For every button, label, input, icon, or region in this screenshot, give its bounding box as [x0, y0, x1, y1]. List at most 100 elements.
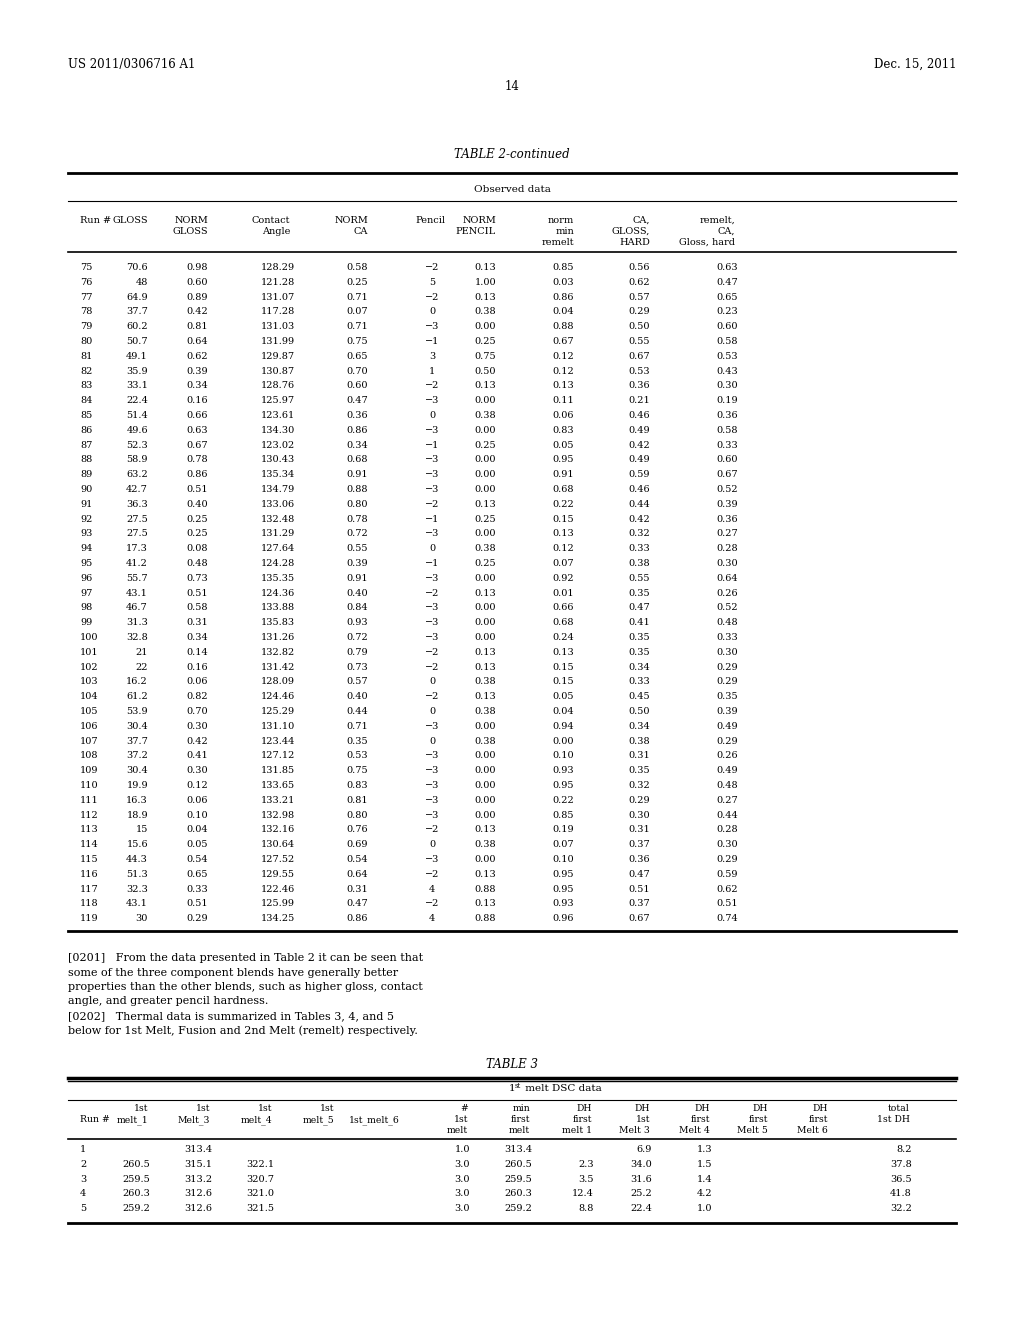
- Text: 0.51: 0.51: [186, 899, 208, 908]
- Text: 99: 99: [80, 618, 92, 627]
- Text: 0.38: 0.38: [629, 558, 650, 568]
- Text: 0.93: 0.93: [346, 618, 368, 627]
- Text: 0.00: 0.00: [474, 529, 496, 539]
- Text: 91: 91: [80, 500, 92, 508]
- Text: 41.2: 41.2: [126, 558, 148, 568]
- Text: 30.4: 30.4: [126, 722, 148, 731]
- Text: 0.62: 0.62: [717, 884, 738, 894]
- Text: 0.71: 0.71: [346, 722, 368, 731]
- Text: 22: 22: [135, 663, 148, 672]
- Text: 0.91: 0.91: [346, 470, 368, 479]
- Text: 1st: 1st: [319, 1104, 334, 1113]
- Text: 0.00: 0.00: [474, 618, 496, 627]
- Text: 0.11: 0.11: [552, 396, 574, 405]
- Text: 125.99: 125.99: [261, 899, 295, 908]
- Text: 125.29: 125.29: [261, 708, 295, 715]
- Text: 44.3: 44.3: [126, 855, 148, 865]
- Text: 0.13: 0.13: [552, 529, 574, 539]
- Text: −2: −2: [425, 589, 439, 598]
- Text: 0.68: 0.68: [553, 618, 574, 627]
- Text: 102: 102: [80, 663, 98, 672]
- Text: 0.72: 0.72: [346, 529, 368, 539]
- Text: 0: 0: [429, 708, 435, 715]
- Text: 0.00: 0.00: [474, 455, 496, 465]
- Text: 0.85: 0.85: [553, 263, 574, 272]
- Text: 0: 0: [429, 737, 435, 746]
- Text: 135.34: 135.34: [261, 470, 295, 479]
- Text: 15.6: 15.6: [126, 841, 148, 849]
- Text: 0.29: 0.29: [717, 855, 738, 865]
- Text: 122.46: 122.46: [261, 884, 295, 894]
- Text: 0.60: 0.60: [186, 277, 208, 286]
- Text: 0.31: 0.31: [629, 825, 650, 834]
- Text: 1: 1: [429, 367, 435, 376]
- Text: 0.58: 0.58: [717, 337, 738, 346]
- Text: 0.42: 0.42: [629, 515, 650, 524]
- Text: 0.00: 0.00: [474, 574, 496, 583]
- Text: 0.26: 0.26: [717, 589, 738, 598]
- Text: 33.1: 33.1: [126, 381, 148, 391]
- Text: 0.60: 0.60: [717, 322, 738, 331]
- Text: 0.59: 0.59: [717, 870, 738, 879]
- Text: 0.29: 0.29: [717, 677, 738, 686]
- Text: 0.00: 0.00: [474, 751, 496, 760]
- Text: −1: −1: [425, 441, 439, 450]
- Text: 0.78: 0.78: [346, 515, 368, 524]
- Text: 0.23: 0.23: [716, 308, 738, 317]
- Text: −2: −2: [425, 870, 439, 879]
- Text: 0.06: 0.06: [186, 677, 208, 686]
- Text: 1.4: 1.4: [696, 1175, 712, 1184]
- Text: −1: −1: [425, 558, 439, 568]
- Text: 133.06: 133.06: [261, 500, 295, 508]
- Text: 0.38: 0.38: [474, 308, 496, 317]
- Text: 0.34: 0.34: [346, 441, 368, 450]
- Text: 0.84: 0.84: [346, 603, 368, 612]
- Text: 1.0: 1.0: [455, 1144, 470, 1154]
- Text: 0.03: 0.03: [552, 277, 574, 286]
- Text: 0.13: 0.13: [474, 899, 496, 908]
- Text: 48: 48: [135, 277, 148, 286]
- Text: 0.48: 0.48: [186, 558, 208, 568]
- Text: 259.5: 259.5: [122, 1175, 150, 1184]
- Text: 101: 101: [80, 648, 98, 657]
- Text: 0.55: 0.55: [629, 337, 650, 346]
- Text: 321.5: 321.5: [246, 1204, 274, 1213]
- Text: 37.2: 37.2: [126, 751, 148, 760]
- Text: CA,: CA,: [633, 216, 650, 224]
- Text: Run #: Run #: [80, 216, 112, 224]
- Text: 0.38: 0.38: [474, 411, 496, 420]
- Text: 30: 30: [135, 915, 148, 923]
- Text: 0.30: 0.30: [629, 810, 650, 820]
- Text: 41.8: 41.8: [890, 1189, 912, 1199]
- Text: 94: 94: [80, 544, 92, 553]
- Text: 313.4: 313.4: [504, 1144, 532, 1154]
- Text: 130.43: 130.43: [261, 455, 295, 465]
- Text: 119: 119: [80, 915, 98, 923]
- Text: 259.2: 259.2: [504, 1204, 532, 1213]
- Text: 313.2: 313.2: [184, 1175, 212, 1184]
- Text: 79: 79: [80, 322, 92, 331]
- Text: 0.67: 0.67: [552, 337, 574, 346]
- Text: DH: DH: [694, 1104, 710, 1113]
- Text: 0.47: 0.47: [346, 899, 368, 908]
- Text: 123.61: 123.61: [261, 411, 295, 420]
- Text: 0.70: 0.70: [186, 708, 208, 715]
- Text: 0.24: 0.24: [552, 634, 574, 642]
- Text: 0.01: 0.01: [552, 589, 574, 598]
- Text: 0.98: 0.98: [186, 263, 208, 272]
- Text: 90: 90: [80, 484, 92, 494]
- Text: 0.30: 0.30: [717, 381, 738, 391]
- Text: 0.50: 0.50: [629, 322, 650, 331]
- Text: 0.71: 0.71: [346, 293, 368, 301]
- Text: 0.29: 0.29: [186, 915, 208, 923]
- Text: 53.9: 53.9: [126, 708, 148, 715]
- Text: −3: −3: [425, 603, 439, 612]
- Text: 128.29: 128.29: [261, 263, 295, 272]
- Text: 0.74: 0.74: [716, 915, 738, 923]
- Text: 130.87: 130.87: [261, 367, 295, 376]
- Text: melt: melt: [509, 1126, 530, 1135]
- Text: 42.7: 42.7: [126, 484, 148, 494]
- Text: 0.71: 0.71: [346, 322, 368, 331]
- Text: 0.44: 0.44: [629, 500, 650, 508]
- Text: NORM: NORM: [334, 216, 368, 224]
